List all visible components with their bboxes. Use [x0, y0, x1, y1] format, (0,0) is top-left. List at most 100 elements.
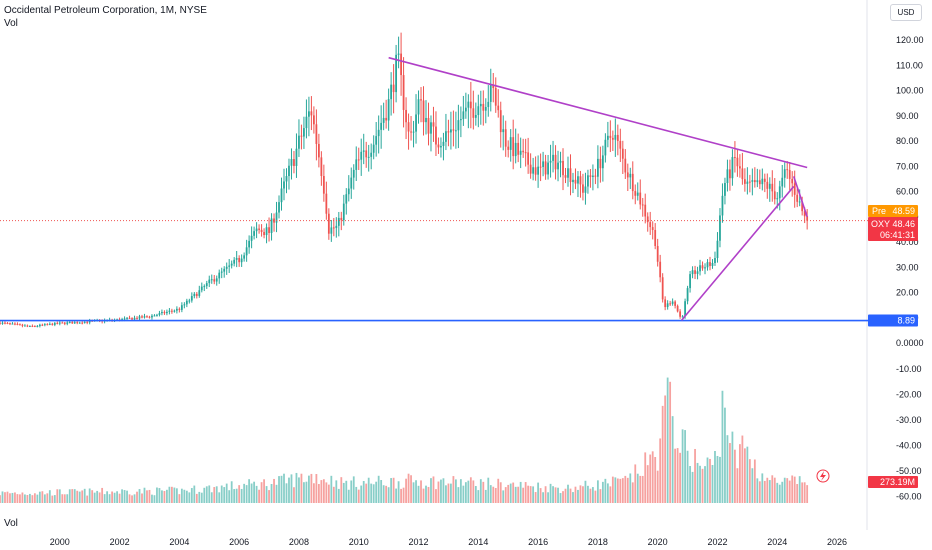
- volume-bar: [738, 444, 741, 503]
- candle-body: [631, 173, 634, 192]
- volume-bar: [661, 405, 664, 503]
- candle-body: [387, 99, 390, 121]
- candle-body: [71, 321, 74, 324]
- candle-body: [417, 99, 420, 115]
- candle-body: [9, 323, 11, 325]
- candle-body: [589, 175, 592, 177]
- volume-bar: [734, 449, 736, 503]
- candle-body: [751, 180, 754, 182]
- candle-body: [464, 107, 467, 112]
- candle-body: [509, 137, 512, 150]
- price-tick-label: 60.00: [896, 187, 919, 197]
- time-tick-label: 2008: [289, 537, 309, 547]
- candle-body: [290, 159, 293, 166]
- volume-bar: [163, 490, 166, 503]
- volume-bar: [96, 490, 99, 503]
- candle-body: [220, 271, 223, 273]
- volume-bar: [375, 481, 378, 503]
- volume-bar: [395, 488, 398, 503]
- currency-button[interactable]: USD: [890, 4, 922, 21]
- volume-bar: [387, 487, 390, 503]
- volume-bar: [771, 475, 774, 503]
- volume-bar: [305, 481, 308, 503]
- candle-body: [778, 186, 781, 199]
- volume-bar: [646, 465, 649, 503]
- volume-tick-label: -50.00: [896, 466, 922, 476]
- volume-bar: [68, 489, 71, 503]
- volume-bar: [166, 489, 168, 503]
- volume-bar: [382, 485, 385, 503]
- volume-bar: [317, 484, 320, 503]
- candle-body: [300, 135, 303, 137]
- candle-body: [557, 162, 559, 170]
- volume-bar: [504, 487, 507, 503]
- candle-body: [19, 324, 21, 326]
- volume-bar: [442, 478, 445, 503]
- flash-icon[interactable]: [816, 469, 830, 483]
- volume-bar: [235, 488, 238, 503]
- volume-bar: [141, 493, 143, 503]
- volume-bar: [616, 478, 619, 503]
- volume-bar: [554, 487, 557, 503]
- candle-body: [709, 262, 711, 266]
- volume-bar: [380, 480, 383, 503]
- volume-bar: [9, 493, 11, 503]
- volume-bar: [312, 483, 315, 503]
- volume-bar: [293, 487, 295, 503]
- volume-bar: [220, 485, 223, 503]
- candle-body: [260, 229, 263, 232]
- volume-bar: [679, 452, 682, 503]
- volume-bar: [1, 491, 4, 503]
- volume-bar: [355, 486, 358, 503]
- volume-bar: [38, 491, 41, 503]
- candle-body: [492, 85, 495, 89]
- candle-body: [512, 137, 515, 157]
- candle-body: [208, 279, 211, 284]
- volume-bar: [464, 482, 467, 503]
- candle-body: [701, 265, 704, 269]
- candle-body: [440, 145, 442, 148]
- volume-bar: [552, 486, 554, 503]
- volume-bar: [806, 485, 809, 503]
- candle-body: [400, 53, 402, 76]
- candle-body: [604, 139, 607, 156]
- volume-bar: [450, 483, 452, 503]
- candle-body: [392, 84, 395, 93]
- volume-bar: [701, 468, 704, 503]
- candle-body: [425, 117, 427, 123]
- price-axis[interactable]: 120.00110.00100.0090.0080.0070.0060.0050…: [896, 35, 924, 502]
- volume-bar: [469, 477, 472, 503]
- volume-bar: [719, 456, 721, 503]
- volume-bar: [474, 486, 477, 503]
- candle-body: [390, 84, 393, 100]
- volume-bar: [482, 481, 485, 503]
- volume-bar: [128, 494, 131, 503]
- volume-bar: [390, 478, 393, 503]
- volume-bar: [691, 471, 694, 503]
- volume-bar: [577, 489, 579, 503]
- candle-body: [659, 261, 662, 278]
- volume-bar: [452, 476, 455, 503]
- candle-body: [225, 266, 228, 269]
- price-tick-label: 30.00: [896, 262, 919, 272]
- volume-bar: [599, 489, 602, 503]
- candle-body: [761, 178, 764, 185]
- candle-body: [547, 162, 549, 175]
- candle-body: [156, 314, 158, 316]
- candle-body: [748, 181, 751, 183]
- candle-body: [183, 304, 186, 306]
- candle-body: [738, 166, 741, 169]
- candle-body: [716, 240, 719, 259]
- volume-bar: [756, 478, 759, 503]
- candle-body: [305, 116, 308, 129]
- candle-body: [270, 218, 273, 233]
- candle-body: [228, 265, 231, 267]
- candle-body: [48, 323, 51, 325]
- time-axis[interactable]: 2000 2002 2004 2006 2008 2010 2012 2014 2016 2018…: [50, 537, 847, 547]
- volume-bar: [210, 492, 213, 503]
- volume-bar: [337, 488, 340, 503]
- volume-bar: [268, 490, 270, 503]
- volume-bar: [803, 482, 806, 503]
- candle-body: [786, 169, 789, 171]
